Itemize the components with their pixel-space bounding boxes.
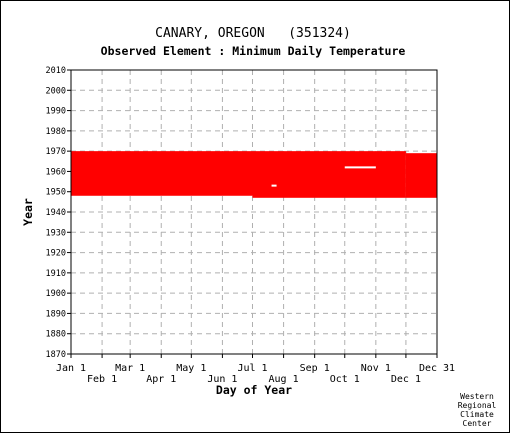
y-tick-label: 1890 (46, 309, 66, 319)
x-tick-label: Sep 1 (300, 363, 330, 374)
chart-subtitle: Observed Element : Minimum Daily Tempera… (101, 44, 406, 58)
chart-title: CANARY, OREGON (351324) (155, 26, 351, 41)
x-tick-label: Nov 1 (361, 363, 391, 374)
y-tick-label: 1950 (46, 188, 66, 198)
y-tick-label: 1960 (46, 167, 66, 177)
x-tick-label: Jan 1 (56, 363, 86, 374)
x-tick-label: Feb 1 (87, 374, 117, 385)
x-tick-label: Mar 1 (115, 363, 145, 374)
credit-line: Regional (458, 401, 497, 410)
y-tick-label: 1920 (46, 249, 66, 259)
data-coverage-block (71, 151, 253, 196)
x-tick-label: Aug 1 (269, 374, 299, 385)
y-tick-label: 1980 (46, 127, 66, 137)
data-gap (271, 184, 277, 187)
credit-line: Western (460, 392, 494, 401)
x-tick-label: Oct 1 (330, 374, 360, 385)
y-tick-label: 1990 (46, 107, 66, 117)
credit-text: Western Regional Climate Center (458, 392, 497, 428)
x-tick-label: Jun 1 (207, 374, 237, 385)
x-tick-label: Apr 1 (146, 374, 176, 385)
y-tick-label: 1910 (46, 269, 66, 279)
x-tick-label: Jul 1 (237, 363, 267, 374)
y-tick-label: 1900 (46, 289, 66, 299)
data-coverage-block (252, 151, 406, 198)
x-tick-label: May 1 (176, 363, 206, 374)
x-axis-label: Day of Year (216, 383, 292, 397)
credit-line: Center (463, 419, 492, 428)
y-tick-label: 1940 (46, 208, 66, 218)
x-tick-label: Dec 1 (391, 374, 421, 385)
y-tick-label: 1970 (46, 147, 66, 157)
y-axis-label: Year (21, 198, 35, 226)
y-tick-label: 2000 (46, 86, 66, 96)
data-coverage-block (405, 153, 437, 198)
y-tick-label: 1870 (46, 350, 66, 360)
y-tick-label: 1930 (46, 228, 66, 238)
data-gap (344, 166, 376, 169)
x-tick-label: Dec 31 (419, 363, 455, 374)
credit-line: Climate (460, 410, 494, 419)
y-tick-label: 2010 (46, 66, 66, 76)
y-tick-label: 1880 (46, 330, 66, 340)
plot-area-border (70, 69, 438, 355)
